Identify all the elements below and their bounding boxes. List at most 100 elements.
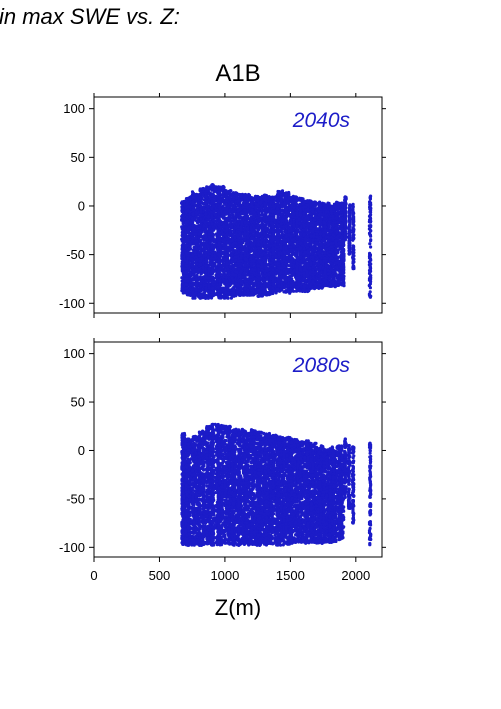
y-tick-label: 0 [78,198,85,213]
period-label: 2040s [292,109,351,132]
data-point [185,274,189,278]
y-tick-label: 100 [63,101,85,116]
data-point [239,278,243,282]
data-point [258,276,262,280]
data-point [191,191,195,195]
data-point [191,212,195,216]
data-point [246,284,250,288]
scenario-title: A1B [215,60,260,87]
data-point [195,262,199,266]
data-point [259,265,263,269]
data-point [194,258,198,263]
data-point [250,204,254,208]
top-caption: in max SWE vs. Z: [0,4,180,29]
plot-frame [93,96,383,314]
data-point [186,238,190,242]
data-point [185,263,189,267]
data-point [258,294,262,298]
data-point [252,237,256,242]
data-point [211,280,215,284]
data-point [225,217,229,221]
data-point [257,211,261,215]
data-point [250,281,254,286]
data-point [231,209,235,213]
data-point [194,278,198,282]
data-point [182,279,186,283]
data-point [256,229,260,233]
data-point [180,213,184,218]
data-point [194,245,198,249]
data-point [197,267,201,271]
data-point [239,216,243,220]
data-point [250,227,254,231]
data-point [224,250,228,254]
data-point [238,259,242,263]
data-point [245,268,249,272]
data-point [198,204,203,208]
data-point [210,244,214,248]
data-point [194,274,198,278]
data-point [204,257,208,261]
data-point [259,223,263,227]
x-axis-label: Z(m) [215,595,261,620]
data-point [191,218,195,222]
data-point [186,219,190,223]
data-point [217,200,221,204]
data-point [206,276,210,280]
data-point [246,221,250,225]
data-point [199,210,203,214]
data-point [204,279,208,284]
data-point [250,200,254,204]
data-point [204,273,208,277]
data-point [224,202,228,207]
data-point [231,278,235,282]
data-point [193,196,197,200]
data-point [225,232,229,236]
data-point [210,239,214,243]
data-point [204,283,208,287]
data-point [252,215,256,219]
data-point [234,206,238,210]
data-point [191,264,195,269]
data-point [231,267,236,271]
data-point [259,200,263,204]
data-point [239,228,243,232]
data-point [180,239,184,243]
data-point [252,210,256,214]
y-tick-label: -50 [66,247,85,262]
data-point [257,273,261,277]
data-point [186,235,190,239]
data-point [211,267,215,272]
data-point [186,228,190,232]
data-point [213,250,217,254]
data-point [246,240,250,244]
data-point [201,265,205,269]
data-point [225,285,229,289]
data-point [230,253,234,257]
data-point [245,248,249,252]
data-point [239,236,243,240]
data-point [239,287,243,291]
data-point [199,234,203,238]
data-point [217,294,221,299]
data-point [225,193,229,197]
data-point [229,229,233,233]
data-point [200,200,204,204]
data-point [212,209,217,213]
data-point [252,251,256,255]
y-tick-label: 50 [71,150,85,165]
data-point [206,255,210,259]
data-point [199,222,203,226]
data-point [225,279,229,284]
data-point [210,222,214,226]
data-point [180,257,184,261]
data-point [206,186,210,190]
data-point [238,193,243,197]
data-point [218,225,222,229]
data-point [180,233,184,237]
data-point [186,279,190,283]
data-point [186,266,190,270]
data-point [259,231,263,235]
data-point [218,255,222,259]
